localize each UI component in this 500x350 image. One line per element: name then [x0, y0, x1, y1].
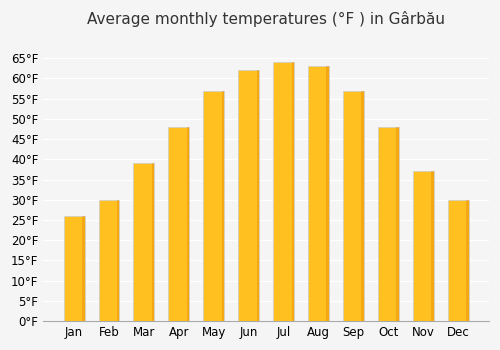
Bar	[343, 91, 364, 321]
Bar	[413, 172, 434, 321]
Bar	[238, 70, 259, 321]
Bar	[292, 62, 294, 321]
Title: Average monthly temperatures (°F ) in Gârbău: Average monthly temperatures (°F ) in Gâ…	[87, 11, 445, 27]
Bar	[256, 70, 259, 321]
Bar	[187, 127, 190, 321]
Bar	[168, 127, 190, 321]
Bar	[396, 127, 399, 321]
Bar	[308, 66, 329, 321]
Bar	[98, 200, 119, 321]
Bar	[362, 91, 364, 321]
Bar	[204, 91, 224, 321]
Bar	[152, 163, 154, 321]
Bar	[82, 216, 84, 321]
Bar	[466, 200, 468, 321]
Bar	[273, 62, 294, 321]
Bar	[378, 127, 399, 321]
Bar	[222, 91, 224, 321]
Bar	[326, 66, 329, 321]
Bar	[134, 163, 154, 321]
Bar	[431, 172, 434, 321]
Bar	[448, 200, 468, 321]
Bar	[117, 200, 119, 321]
Bar	[64, 216, 84, 321]
